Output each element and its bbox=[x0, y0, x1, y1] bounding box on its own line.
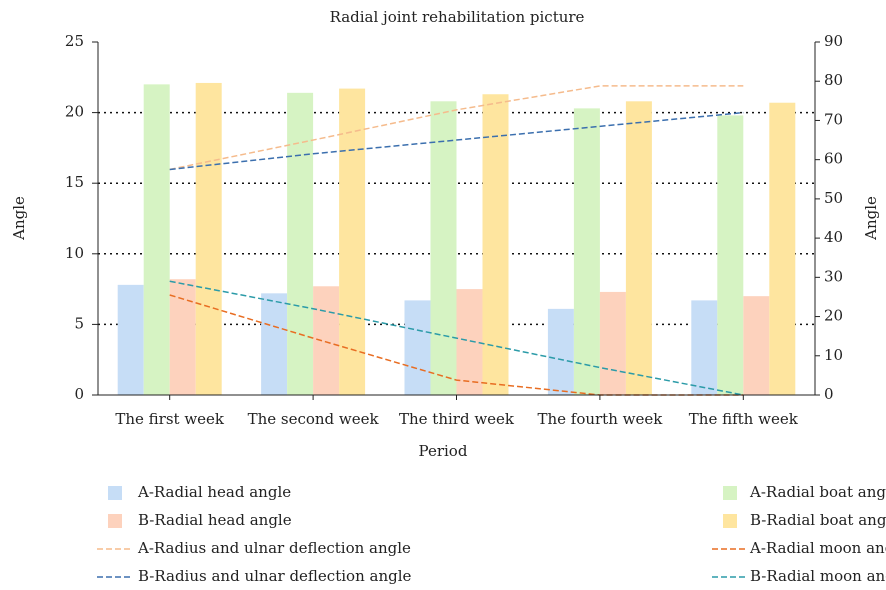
bar bbox=[287, 92, 314, 395]
bar bbox=[143, 84, 170, 396]
x-tick-label: The fifth week bbox=[689, 410, 799, 428]
bar bbox=[404, 300, 431, 395]
legend-label: B-Radial head angle bbox=[138, 511, 292, 529]
bar bbox=[117, 284, 144, 395]
legend-label: B-Radius and ulnar deflection angle bbox=[138, 567, 411, 585]
legend-label: B-Radial boat angle bbox=[750, 511, 886, 529]
legend-swatch bbox=[723, 514, 737, 528]
y2-tick-label: 30 bbox=[824, 267, 843, 285]
x-tick-label: The third week bbox=[399, 410, 515, 428]
y-tick-label: 10 bbox=[65, 244, 84, 262]
legend-swatch bbox=[108, 486, 122, 500]
y2-tick-label: 70 bbox=[824, 110, 843, 128]
bar bbox=[456, 289, 483, 395]
bar bbox=[599, 291, 626, 395]
y-tick-label: 20 bbox=[65, 103, 84, 121]
bar bbox=[482, 94, 509, 395]
legend-label: B-Radial moon angle bbox=[750, 567, 886, 585]
x-axis-label: Period bbox=[419, 442, 468, 460]
y2-tick-label: 60 bbox=[824, 150, 843, 168]
y2-tick-label: 40 bbox=[824, 228, 843, 246]
x-tick-label: The first week bbox=[115, 410, 225, 428]
bar bbox=[313, 286, 340, 395]
bar bbox=[625, 101, 652, 395]
bar bbox=[769, 102, 796, 395]
y2-tick-label: 10 bbox=[824, 346, 843, 364]
legend-label: A-Radial boat angle bbox=[749, 483, 886, 501]
legend-label: A-Radial moon angle bbox=[749, 539, 886, 557]
y-tick-label: 5 bbox=[74, 314, 84, 332]
bar bbox=[717, 115, 744, 395]
line-series bbox=[169, 85, 744, 171]
legend-swatch bbox=[108, 514, 122, 528]
legend-label: A-Radial head angle bbox=[137, 483, 291, 501]
line-series bbox=[169, 111, 744, 171]
bar bbox=[573, 108, 600, 395]
y-tick-label: 0 bbox=[74, 385, 84, 403]
y-tick-label: 15 bbox=[65, 173, 84, 191]
chart-title: Radial joint rehabilitation picture bbox=[330, 8, 585, 26]
y2-axis-label: Angle bbox=[862, 196, 880, 241]
y2-tick-label: 50 bbox=[824, 189, 843, 207]
bar bbox=[743, 296, 770, 395]
y2-tick-label: 0 bbox=[824, 385, 834, 403]
y2-tick-label: 20 bbox=[824, 307, 843, 325]
bar bbox=[691, 300, 718, 395]
y2-tick-label: 90 bbox=[824, 32, 843, 50]
bar bbox=[430, 101, 457, 395]
legend-label: A-Radius and ulnar deflection angle bbox=[137, 539, 411, 557]
y2-tick-label: 80 bbox=[824, 71, 843, 89]
bar bbox=[339, 88, 366, 395]
line-series bbox=[169, 280, 744, 396]
y-tick-label: 25 bbox=[65, 32, 84, 50]
x-tick-label: The second week bbox=[248, 410, 380, 428]
y-axis-label: Angle bbox=[10, 196, 28, 241]
bar bbox=[261, 293, 288, 395]
x-tick-label: The fourth week bbox=[537, 410, 663, 428]
legend-swatch bbox=[723, 486, 737, 500]
bar bbox=[195, 82, 222, 395]
bar bbox=[547, 308, 574, 395]
